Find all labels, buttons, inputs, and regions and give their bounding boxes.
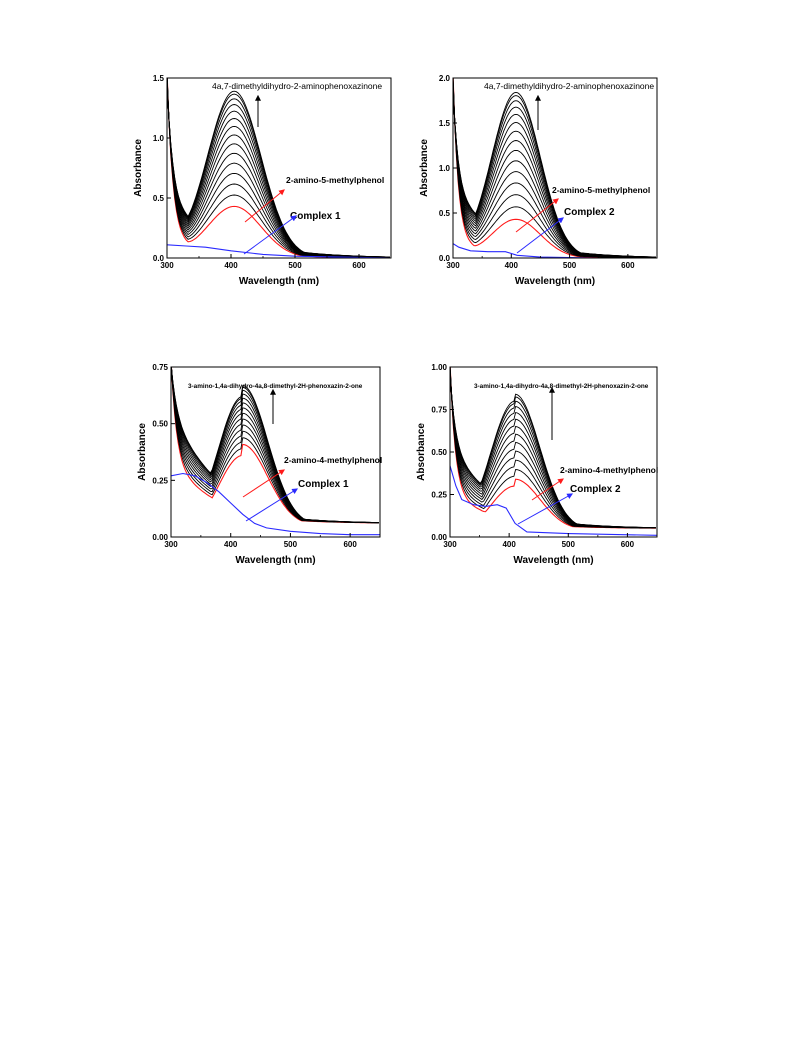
complex-label: Complex 1: [290, 211, 341, 222]
product-scan-line: [167, 82, 390, 258]
complex-arrow: [517, 493, 574, 525]
plot-frame: [166, 77, 392, 259]
y-axis-label: Absorbance: [137, 423, 148, 481]
x-axis-label: Wavelength (nm): [513, 555, 593, 566]
x-tick-label: 300: [164, 540, 178, 549]
substrate-label: 2-amino-4-methylphenol: [284, 455, 382, 465]
x-tick-label: 600: [621, 540, 635, 549]
x-axis-label: Wavelength (nm): [515, 276, 595, 287]
y-axis-label: Absorbance: [419, 139, 430, 197]
curves-group: [167, 78, 391, 258]
substrate-label: 2-amino-5-methylphenol: [286, 175, 384, 185]
y-tick-label: 0.5: [439, 209, 451, 218]
y-tick-label: 0.25: [431, 491, 447, 500]
x-axis-label: Wavelength (nm): [239, 276, 319, 287]
substrate-arrow: [515, 198, 559, 233]
y-tick-label: 0.75: [431, 406, 447, 415]
x-tick-label: 500: [284, 540, 298, 549]
substrate-arrow: [531, 478, 564, 501]
y-tick-label: 0.0: [439, 254, 451, 263]
product-scan-line: [450, 373, 656, 529]
complex-spectrum-line: [450, 465, 657, 536]
x-tick-label: 300: [160, 261, 174, 270]
chart-panel-4: 300 400 500 600 0.00 0.25 0.50 0.75 1.00 Waveleng…: [416, 363, 658, 566]
y-tick-label: 0.50: [152, 420, 168, 429]
chart-panel-3: 300 400 500 600 0.00 0.25 0.50 0.75 Wavelength (…: [137, 363, 382, 566]
y-tick-label: 1.0: [153, 134, 165, 143]
product-scan-line: [167, 78, 390, 258]
y-tick-label: 0.00: [152, 533, 168, 542]
x-tick-label: 400: [224, 261, 238, 270]
curves-group: [171, 367, 380, 536]
y-tick-label: 1.5: [439, 119, 451, 128]
x-tick-label: 500: [562, 540, 576, 549]
y-tick-label: 0.5: [153, 194, 165, 203]
complex-label: Complex 2: [564, 207, 615, 218]
chart-panel-1: 300 400 500 600 0.0 0.5 1.0 1.5 Wavelength (nm) A…: [133, 74, 392, 287]
x-tick-label: 300: [443, 540, 457, 549]
substrate-arrow: [244, 189, 285, 223]
x-tick-label: 400: [502, 540, 516, 549]
y-tick-label: 0.00: [431, 533, 447, 542]
substrate-label: 2-amino-4-methylphenol: [560, 465, 658, 475]
chart-panel-2: 300 400 500 600 0.0 0.5 1.0 1.5 2.0 Wavelength (n…: [419, 74, 658, 287]
x-tick-label: 500: [288, 261, 302, 270]
y-tick-label: 0.25: [152, 476, 168, 485]
product-label: 4a,7-dimethyldihydro-2-aminophenoxazinon…: [484, 81, 654, 91]
complex-arrow: [243, 215, 297, 255]
product-scan-line: [167, 78, 390, 258]
product-label: 3-amino-1,4a-dihydro-4a,8-dimethyl-2H-ph…: [188, 383, 363, 390]
complex-spectrum-line: [171, 472, 380, 536]
x-tick-label: 600: [352, 261, 366, 270]
complex-label: Complex 2: [570, 484, 621, 495]
x-tick-label: 400: [224, 540, 238, 549]
y-tick-label: 1.0: [439, 164, 451, 173]
complex-label: Complex 1: [298, 479, 349, 490]
complex-arrow: [516, 217, 564, 254]
x-tick-label: 400: [505, 261, 519, 270]
substrate-label: 2-amino-5-methylphenol: [552, 185, 650, 195]
complex-arrow: [245, 488, 299, 522]
plot-frame: [170, 366, 381, 538]
y-axis-label: Absorbance: [133, 139, 144, 197]
substrate-spectrum-line: [167, 78, 390, 258]
x-tick-label: 600: [621, 261, 635, 270]
product-label: 4a,7-dimethyldihydro-2-aminophenoxazinon…: [212, 81, 382, 91]
y-tick-label: 0.0: [153, 254, 165, 263]
x-axis-label: Wavelength (nm): [235, 555, 315, 566]
y-tick-label: 1.5: [153, 74, 165, 83]
substrate-arrow: [242, 469, 286, 498]
product-label: 3-amino-1,4a-dihydro-4a,8-dimethyl-2H-ph…: [474, 383, 649, 390]
y-tick-label: 1.00: [431, 363, 447, 372]
y-tick-label: 0.75: [152, 363, 168, 372]
curves-group: [450, 367, 657, 536]
curves-group: [453, 78, 657, 258]
y-tick-label: 0.50: [431, 448, 447, 457]
complex-spectrum-line: [167, 244, 391, 258]
y-tick-label: 2.0: [439, 74, 451, 83]
x-tick-label: 600: [343, 540, 357, 549]
y-axis-label: Absorbance: [416, 423, 427, 481]
product-scan-line: [453, 88, 656, 258]
x-tick-label: 300: [446, 261, 460, 270]
x-tick-label: 500: [563, 261, 577, 270]
product-scan-line: [171, 367, 379, 523]
